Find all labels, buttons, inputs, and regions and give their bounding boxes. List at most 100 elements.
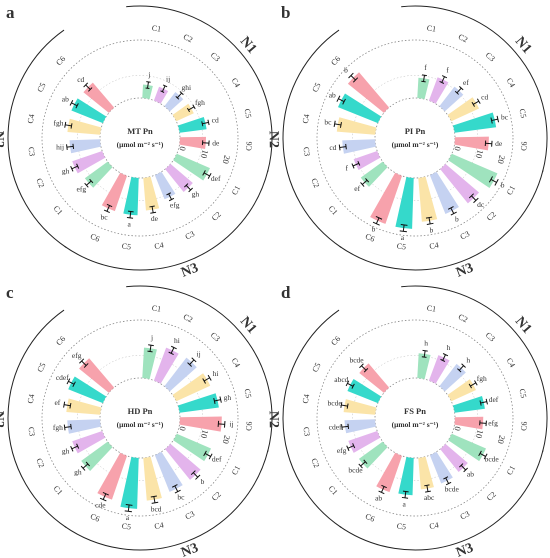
significance-letter: hij [56,143,64,152]
bar-n3-c1 [173,433,212,462]
error-bar-cap [160,90,165,93]
category-label: C4 [505,356,517,369]
category-label: C6 [519,421,529,431]
error-bar [352,162,359,167]
error-bar [176,92,183,99]
significance-letter: ghi [182,83,192,92]
inner-dotted-ring [99,97,181,179]
error-bar [471,195,477,201]
error-bar-cap [80,465,86,471]
significance-letter: def [211,174,221,183]
bar-n1-c1 [417,353,431,380]
error-bar-cap [375,216,383,220]
significance-letter: h [424,339,428,348]
error-bar-cap [471,101,475,107]
category-label: C4 [230,356,242,369]
category-label: C5 [310,81,322,93]
error-bar [185,185,192,191]
group-label-n1: N1 [512,34,535,57]
category-label: C5 [396,241,406,251]
category-label: C3 [302,146,312,156]
error-bar [347,382,354,387]
significance-letter: bcde [349,356,364,365]
bar-n2-c6 [83,82,115,113]
error-bar-cap [72,143,75,149]
error-bar [71,445,78,450]
error-bar-cap [207,374,212,381]
error-bar-cap [351,163,355,169]
category-label: C4 [154,520,165,531]
category-label: C2 [457,312,469,324]
error-bar-cap [188,187,193,193]
error-bar [147,81,149,89]
bar-n1-c1 [417,77,430,100]
category-label: C4 [26,113,37,124]
error-bar-cap [179,91,184,96]
error-bar-cap [485,398,488,405]
polar-panel-d: d N1 N2 N3 h C1 h C2 h C3 fgh C4 def C5 efg C6 bcde C1 efg… [266,283,548,558]
category-label: C2 [34,177,46,189]
error-bar [81,360,87,366]
category-label: C3 [302,426,312,436]
significance-letter: gh [62,166,70,175]
error-bar [174,485,179,492]
subplot-label: a [6,3,15,22]
category-label: C3 [209,50,222,63]
error-bar [203,172,210,177]
category-label: C5 [310,361,322,373]
error-bar-cap [425,216,433,219]
category-label: C1 [230,184,242,197]
category-label: C4 [505,76,517,89]
significance-letter: bcde [445,484,460,493]
category-label: C2 [34,457,46,469]
significance-letter: cde [95,501,106,510]
category-label: C6 [364,232,376,244]
significance-letter: cd [481,92,488,101]
outer-dotted-ring [316,319,514,517]
category-label: C2 [485,490,498,503]
center-unit: (μmol m⁻² s⁻¹) [117,420,164,429]
error-bar [491,118,499,121]
error-bar [63,404,71,407]
significance-letter: ij [166,74,170,83]
error-bar-cap [202,378,206,384]
radial-tick-label: 0 [177,425,188,432]
significance-letter: efg [488,419,498,428]
category-label: C6 [89,232,101,244]
error-bar-cap [338,144,341,151]
significance-letter: bcde [485,454,500,463]
error-bar-cap [203,450,207,457]
significance-letter: bc [501,112,509,121]
error-bar-cap [468,193,475,199]
significance-letter: bcd [151,504,162,513]
error-bar-cap [457,368,462,373]
radial-tick-label: 20 [221,154,233,165]
error-bar-cap [191,357,197,363]
bar-n1-c5 [178,117,207,133]
error-bar-cap [106,203,113,208]
category-label: C5 [242,108,253,119]
error-bar [102,493,107,500]
group-arc-n3 [339,169,544,271]
error-bar [361,179,368,185]
category-label: C1 [151,303,162,313]
category-label: C1 [52,204,65,217]
bar-n1-c6 [179,136,207,150]
error-bar-cap [166,192,172,196]
error-bar [127,504,130,512]
error-bar [460,465,467,471]
significance-letter: fgh [195,98,205,107]
error-bar-cap [124,510,132,513]
bar-n2-c5 [71,98,107,124]
error-bar-cap [147,350,153,353]
error-bar-cap [76,163,80,169]
error-bar [161,85,166,92]
center-unit: (μmol m⁻² s⁻¹) [392,420,439,429]
error-bar-cap [421,80,426,83]
error-bar-cap [346,445,350,452]
group-label-n3: N3 [179,261,200,281]
significance-letter: f [424,63,427,72]
bar-n2-c6 [79,358,115,393]
bar-n3-c1 [448,433,487,462]
category-label: C3 [27,426,37,436]
